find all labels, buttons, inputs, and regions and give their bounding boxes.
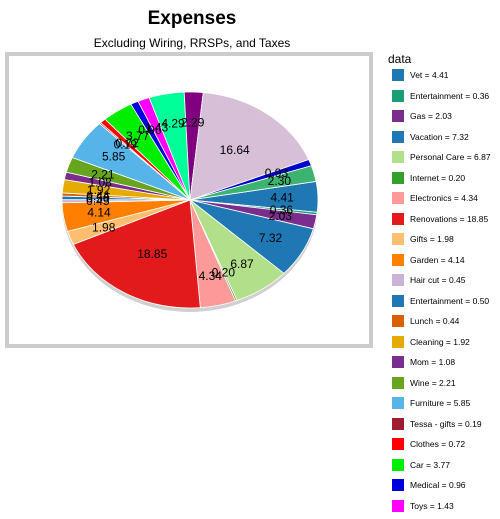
legend-item: Tessa - gifts = 0.19 <box>392 417 498 438</box>
legend-item: Vacation = 7.32 <box>392 130 498 151</box>
legend-label: Gas = 2.03 <box>410 111 452 121</box>
legend-label: Medical = 0.96 <box>410 480 466 490</box>
legend-swatch <box>392 69 404 81</box>
legend-swatch <box>392 459 404 471</box>
legend-swatch <box>392 90 404 102</box>
legend-label: Vacation = 7.32 <box>410 132 469 142</box>
legend-item: Electronics = 4.34 <box>392 191 498 212</box>
legend-swatch <box>392 377 404 389</box>
legend-item: Wine = 2.21 <box>392 376 498 397</box>
legend-label: Personal Care = 6.87 <box>410 152 491 162</box>
legend-item: Renovations = 18.85 <box>392 212 498 233</box>
legend-swatch <box>392 500 404 512</box>
slice-value-label: 1.98 <box>92 220 116 234</box>
legend-item: Personal Care = 6.87 <box>392 150 498 171</box>
legend-item: Medical = 0.96 <box>392 478 498 499</box>
legend-item: Entertainment = 0.36 <box>392 89 498 110</box>
legend-item: Toys = 1.43 <box>392 499 498 519</box>
legend-label: Entertainment = 0.36 <box>410 91 489 101</box>
legend-label: Renovations = 18.85 <box>410 214 488 224</box>
slice-value-label: 18.85 <box>137 247 167 261</box>
legend-swatch <box>392 172 404 184</box>
legend-item: Cleaning = 1.92 <box>392 335 498 356</box>
slice-value-label: 2.21 <box>91 168 115 182</box>
legend-title: data <box>388 52 411 66</box>
legend-item: Gifts = 1.98 <box>392 232 498 253</box>
legend-swatch <box>392 233 404 245</box>
slice-value-label: 2.29 <box>181 115 205 129</box>
legend-label: Gifts = 1.98 <box>410 234 454 244</box>
slice-value-label: 2.03 <box>269 209 293 223</box>
legend-swatch <box>392 295 404 307</box>
legend-label: Garden = 4.14 <box>410 255 465 265</box>
legend-item: Car = 3.77 <box>392 458 498 479</box>
legend-item: Hair cut = 0.45 <box>392 273 498 294</box>
slice-value-label: 7.32 <box>259 231 283 245</box>
legend-item: Furniture = 5.85 <box>392 396 498 417</box>
slice-value-label: 2.30 <box>268 174 292 188</box>
legend-swatch <box>392 336 404 348</box>
legend-swatch <box>392 397 404 409</box>
legend-label: Toys = 1.43 <box>410 501 454 511</box>
legend-swatch <box>392 315 404 327</box>
legend-label: Hair cut = 0.45 <box>410 275 466 285</box>
legend-item: Entertainment = 0.50 <box>392 294 498 315</box>
legend-label: Electronics = 4.34 <box>410 193 478 203</box>
legend-item: Clothes = 0.72 <box>392 437 498 458</box>
legend-swatch <box>392 274 404 286</box>
legend-swatch <box>392 356 404 368</box>
legend: Vet = 4.41 Entertainment = 0.36 Gas = 2.03… <box>392 68 498 519</box>
legend-swatch <box>392 438 404 450</box>
legend-swatch <box>392 418 404 430</box>
legend-swatch <box>392 110 404 122</box>
slice-value-label: 4.34 <box>199 269 223 283</box>
legend-item: Vet = 4.41 <box>392 68 498 89</box>
legend-label: Car = 3.77 <box>410 460 450 470</box>
legend-label: Wine = 2.21 <box>410 378 456 388</box>
legend-swatch <box>392 213 404 225</box>
legend-label: Lunch = 0.44 <box>410 316 459 326</box>
legend-item: Garden = 4.14 <box>392 253 498 274</box>
legend-label: Vet = 4.41 <box>410 70 449 80</box>
legend-label: Cleaning = 1.92 <box>410 337 470 347</box>
legend-swatch <box>392 131 404 143</box>
legend-label: Clothes = 0.72 <box>410 439 465 449</box>
legend-label: Tessa - gifts = 0.19 <box>410 419 482 429</box>
legend-swatch <box>392 479 404 491</box>
legend-label: Internet = 0.20 <box>410 173 465 183</box>
legend-label: Mom = 1.08 <box>410 357 455 367</box>
legend-label: Entertainment = 0.50 <box>410 296 489 306</box>
legend-swatch <box>392 192 404 204</box>
legend-swatch <box>392 254 404 266</box>
legend-item: Internet = 0.20 <box>392 171 498 192</box>
legend-item: Mom = 1.08 <box>392 355 498 376</box>
legend-swatch <box>392 151 404 163</box>
legend-item: Gas = 2.03 <box>392 109 498 130</box>
slice-value-label: 16.64 <box>220 143 250 157</box>
legend-item: Lunch = 0.44 <box>392 314 498 335</box>
